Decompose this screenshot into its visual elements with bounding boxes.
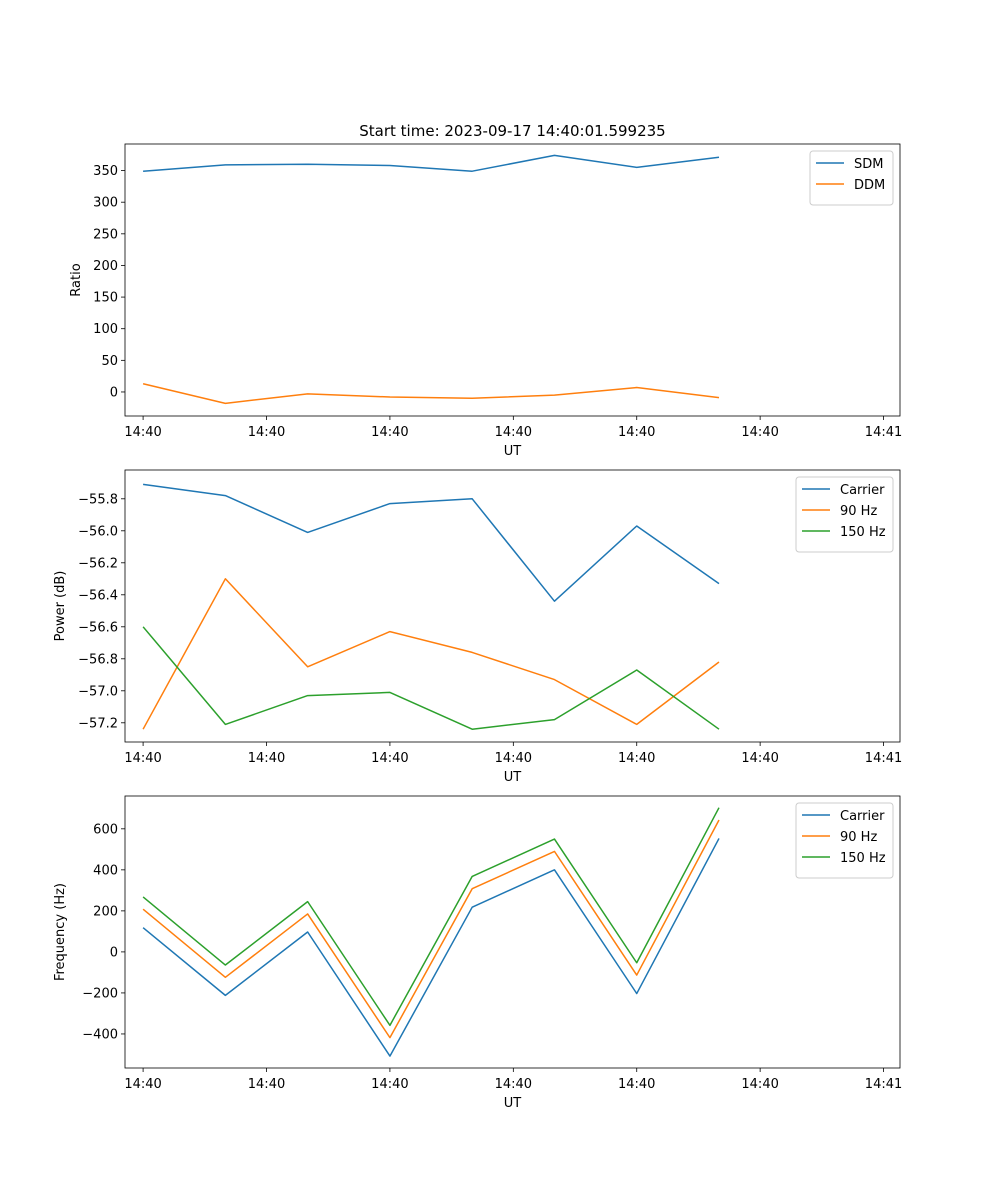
x-tick-label: 14:40 (495, 425, 532, 440)
panel-frequency: 14:40 14:40 14:40 14:40 14:40 14:40 14:41 −400 −… (53, 795, 902, 1111)
y-tick-label: 350 (93, 164, 118, 179)
series-line-150-hz (142, 807, 720, 1027)
y-tick-label: 200 (93, 904, 118, 919)
x-tick-label: 14:40 (495, 751, 532, 766)
series-line-carrier (142, 483, 720, 602)
y-tick-label: −56.8 (78, 652, 118, 667)
series-line-90-hz (142, 578, 720, 730)
series-line-carrier (142, 838, 720, 1057)
axes-frame (124, 469, 901, 743)
y-tick-label: 50 (101, 354, 118, 369)
y-tick-label: 100 (93, 322, 118, 337)
x-tick-label: 14:40 (741, 751, 778, 766)
x-tick-label: 14:40 (371, 425, 408, 440)
x-tick-label: 14:40 (371, 751, 408, 766)
y-tick-label: 150 (93, 291, 118, 306)
y-tick-label: 200 (93, 259, 118, 274)
y-tick-label: −57.0 (78, 684, 118, 699)
panel-power: 14:40 14:40 14:40 14:40 14:40 14:40 14:41 −57.2… (53, 469, 902, 785)
legend-label: Carrier (840, 809, 885, 824)
legend-label: 150 Hz (840, 851, 886, 866)
x-tick-label: 14:41 (865, 1077, 902, 1092)
y-axis-label: Frequency (Hz) (53, 883, 68, 981)
x-tick-label: 14:40 (124, 751, 161, 766)
y-tick-label: −56.6 (78, 620, 118, 635)
x-tick-label: 14:40 (248, 751, 285, 766)
figure-title: Start time: 2023-09-17 14:40:01.599235 (359, 122, 665, 140)
panel-ratio: 14:40 14:40 14:40 14:40 14:40 14:40 14:41 0 50 10… (69, 143, 902, 459)
legend-box (809, 150, 894, 206)
legend-label: DDM (854, 178, 885, 193)
y-tick-label: 0 (110, 385, 118, 400)
y-tick-label: 400 (93, 863, 118, 878)
y-tick-label: −200 (82, 986, 118, 1001)
x-tick-label: 14:40 (741, 425, 778, 440)
series-line-90-hz (142, 819, 720, 1039)
legend-box (795, 802, 894, 879)
legend-label: SDM (854, 157, 883, 172)
y-tick-label: −57.2 (78, 716, 118, 731)
x-tick-label: 14:41 (865, 751, 902, 766)
x-tick-label: 14:40 (618, 751, 655, 766)
x-axis-label: UT (504, 444, 522, 459)
x-tick-label: 14:40 (124, 1077, 161, 1092)
x-tick-label: 14:40 (618, 425, 655, 440)
x-tick-label: 14:40 (248, 1077, 285, 1092)
x-tick-label: 14:40 (248, 425, 285, 440)
legend-label: 90 Hz (840, 830, 877, 845)
y-tick-label: −56.0 (78, 524, 118, 539)
legend-label: Carrier (840, 483, 885, 498)
y-tick-label: −56.4 (78, 588, 118, 603)
y-tick-label: 600 (93, 822, 118, 837)
y-tick-label: −400 (82, 1027, 118, 1042)
axes-frame (124, 143, 901, 417)
series-line-150-hz (142, 626, 720, 730)
legend-box (795, 476, 894, 553)
y-axis-label: Ratio (69, 263, 84, 296)
x-tick-label: 14:41 (865, 425, 902, 440)
series-line-sdm (143, 154, 720, 172)
legend-label: 150 Hz (840, 525, 886, 540)
x-tick-label: 14:40 (495, 1077, 532, 1092)
x-tick-label: 14:40 (371, 1077, 408, 1092)
x-tick-label: 14:40 (741, 1077, 778, 1092)
axes-frame (124, 795, 901, 1069)
y-tick-label: −56.2 (78, 556, 118, 571)
series-line-ddm (142, 383, 720, 405)
x-axis-label: UT (504, 770, 522, 785)
y-axis-label: Power (dB) (53, 571, 68, 642)
x-axis-label: UT (504, 1096, 522, 1111)
legend-label: 90 Hz (840, 504, 877, 519)
x-tick-label: 14:40 (618, 1077, 655, 1092)
y-tick-label: 250 (93, 227, 118, 242)
y-tick-label: 300 (93, 196, 118, 211)
y-tick-label: −55.8 (78, 492, 118, 507)
x-tick-label: 14:40 (124, 425, 161, 440)
y-tick-label: 0 (110, 945, 118, 960)
